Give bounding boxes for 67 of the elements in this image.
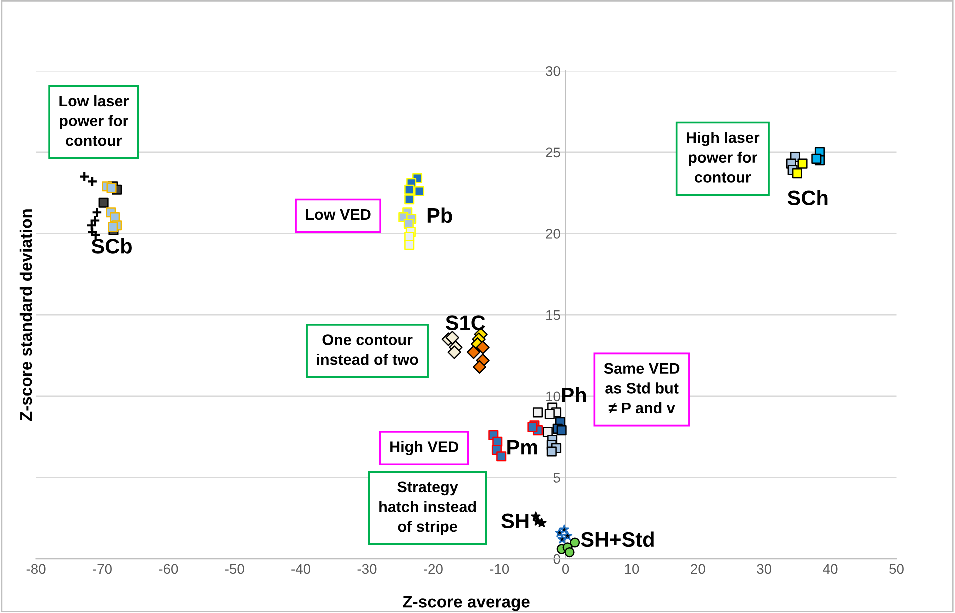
point [537,518,547,528]
y-axis-title: Z-score standard deviation [20,210,32,422]
point [570,538,580,548]
point [448,346,462,360]
point [404,194,415,205]
point [476,340,490,354]
point [404,240,415,250]
annotation: High VED [390,441,459,456]
y-tick-label: 15 [546,310,560,320]
x-tick-label: -30 [358,564,377,574]
x-tick-label: 10 [625,564,640,574]
y-tick-label: 5 [554,473,560,483]
point [558,534,568,544]
point [531,512,541,521]
point [79,171,90,182]
annotation: Low VED [306,209,371,220]
annotation: Ph [562,387,586,402]
x-tick-label: 30 [757,564,772,574]
x-tick-label: -50 [225,564,244,574]
annotation: Strategy hatch instead of stripe [380,482,476,536]
x-tick-label: -80 [26,564,46,574]
annotation: S1C [446,316,486,330]
x-tick-label: -10 [490,564,510,574]
point [562,531,573,540]
annotation: One contour instead of two [317,334,418,366]
point [532,408,544,418]
annotation: High laser power for contour [687,132,760,183]
point [98,198,109,208]
point [404,184,415,195]
point [496,452,507,462]
point [798,158,808,169]
annotation: Pb [428,208,452,224]
point [564,548,575,558]
x-tick-label: -40 [292,564,311,574]
x-tick-label: -20 [424,564,443,574]
point [792,168,802,179]
annotation: SH+Std [581,532,654,548]
point [92,207,103,218]
annotation: SCb [92,238,132,254]
annotation: Low laser power for contour [60,95,129,146]
x-tick-label: 20 [691,564,706,574]
y-tick-label: 20 [546,229,560,239]
annotation: SCh [788,190,828,206]
point [556,426,567,436]
point [472,360,487,374]
point [542,427,553,438]
point [544,409,555,420]
annotation: SH [502,514,529,529]
x-tick-label: 40 [823,564,838,574]
point [414,186,425,196]
point [108,222,118,232]
point [546,446,557,457]
y-tick-label: 30 [546,66,560,76]
annotation: Pm [508,440,538,455]
x-tick-label: 0 [562,564,570,574]
x-tick-label: -60 [159,564,178,574]
point [560,524,570,534]
point [466,346,481,360]
annotation: Same VED as Std but ≠ P and v [604,363,680,414]
x-tick-label: 50 [890,564,904,574]
y-tick-label: 25 [546,148,560,158]
x-tick-label: -70 [93,564,112,574]
point [812,154,822,164]
y-tick-label: 10 [546,392,560,402]
point [87,176,98,188]
x-axis-title: Z-score average [403,596,530,612]
point [446,331,460,345]
